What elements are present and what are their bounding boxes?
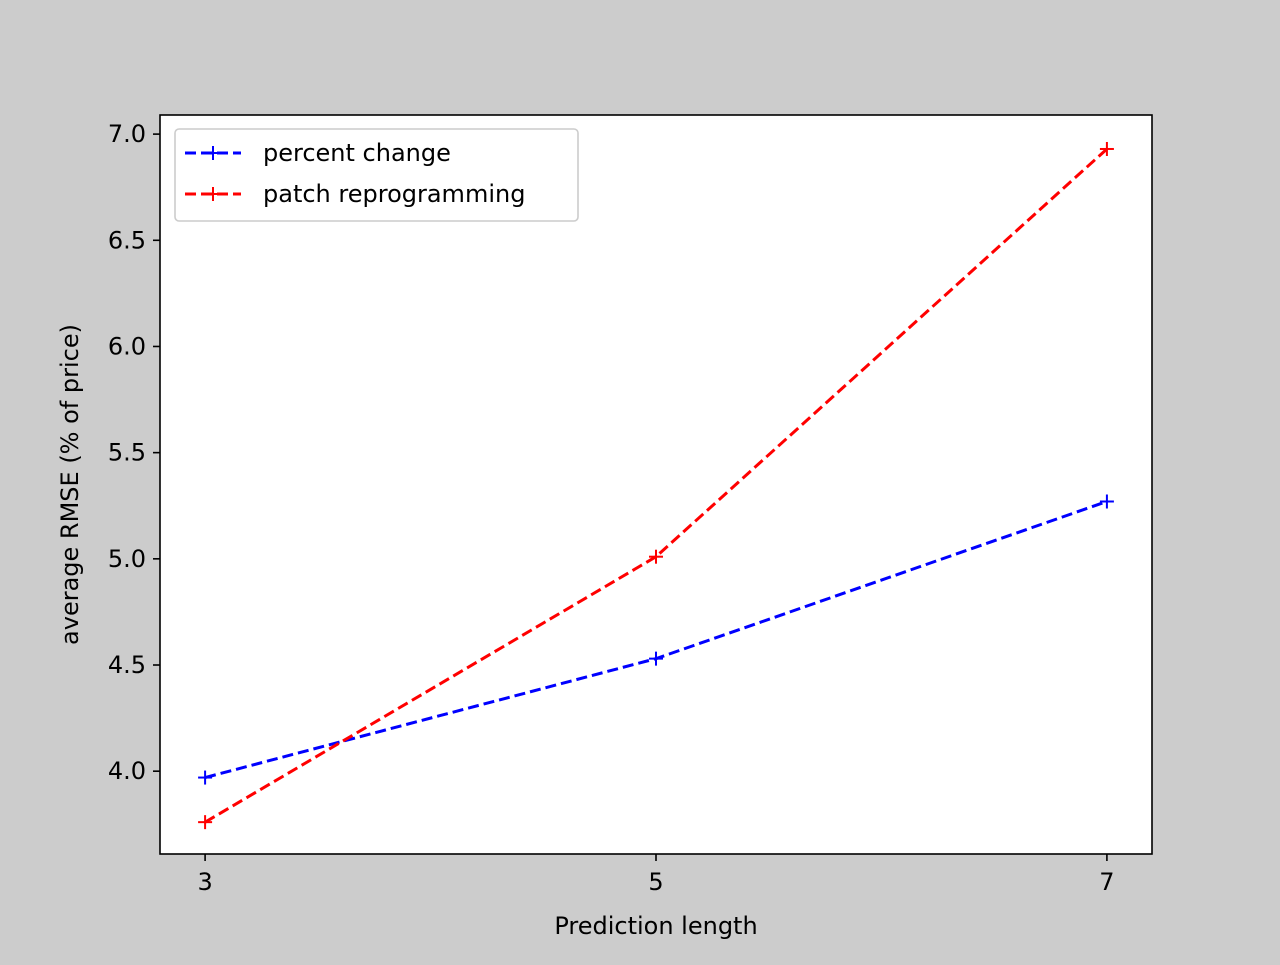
legend-label: patch reprogramming	[263, 180, 525, 208]
y-tick-label: 7.0	[108, 120, 146, 148]
y-axis-label: average RMSE (% of price)	[56, 324, 84, 645]
x-axis-label: Prediction length	[554, 912, 757, 940]
legend-box	[174, 128, 579, 222]
legend-marker	[206, 187, 220, 201]
series-2-point	[649, 549, 663, 564]
series-1-point	[198, 770, 213, 785]
x-axis-ticks: 3 5 7	[197, 854, 1115, 896]
series-1-point	[649, 651, 663, 666]
y-tick-label: 5.0	[108, 545, 146, 573]
x-tick-label: 3	[197, 868, 212, 896]
legend-item: percent change	[185, 139, 451, 167]
series-layer	[198, 141, 1114, 830]
y-axis-ticks: 4.0 4.5 5.0 5.5 6.0 6.5 7.0	[108, 120, 160, 785]
x-tick-label: 7	[1099, 868, 1114, 896]
x-tick-label: 5	[648, 868, 663, 896]
series-line-2	[204, 147, 1108, 824]
y-tick-label: 4.0	[108, 757, 146, 785]
y-tick-label: 5.5	[108, 439, 146, 467]
y-tick-label: 6.0	[108, 332, 146, 360]
series-1-point	[1099, 494, 1114, 509]
legend: percent change patch reprogramming	[174, 128, 579, 222]
legend-item: patch reprogramming	[185, 180, 525, 208]
y-tick-label: 4.5	[108, 651, 146, 679]
legend-marker	[206, 146, 220, 160]
plot-area	[160, 115, 1152, 854]
series-2-point	[198, 815, 213, 830]
legend-label: percent change	[263, 139, 451, 167]
series-2-point	[1099, 141, 1114, 156]
y-tick-label: 6.5	[108, 226, 146, 254]
